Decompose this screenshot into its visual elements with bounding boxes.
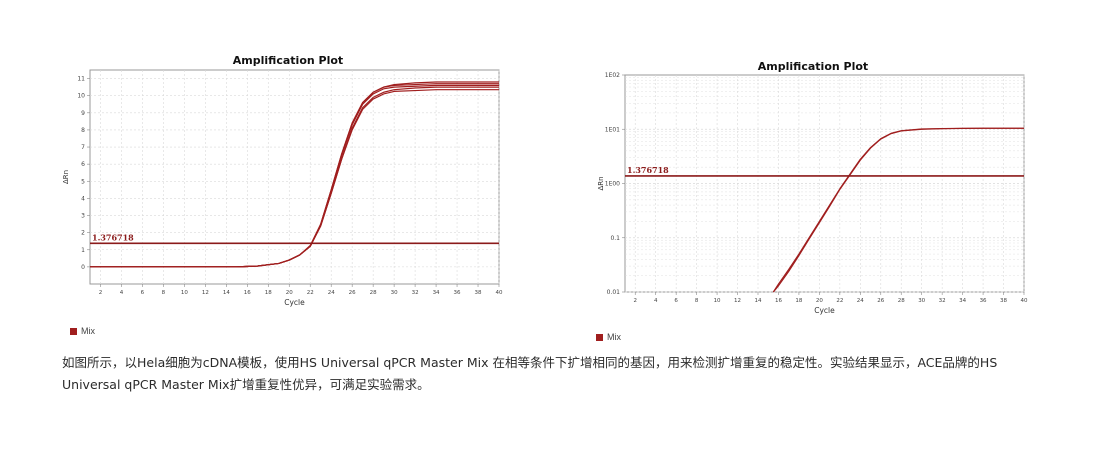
x-tick-label: 18 [795, 298, 802, 304]
plot-area [624, 74, 1025, 293]
x-tick-label: 12 [202, 290, 209, 296]
y-tick-label: 0.01 [607, 289, 621, 296]
y-tick-label: 1E00 [605, 181, 620, 188]
plot-area [89, 69, 500, 285]
y-tick-label: 6 [81, 161, 85, 168]
caption-text: 如图所示，以Hela细胞为cDNA模板，使用HS Universal qPCR … [62, 355, 998, 392]
chart-title: Amplification Plot [232, 54, 344, 67]
amplification-chart-log: Amplification Plot 2 4 6 8 10 12 14 16 18 20 22 24 2… [583, 56, 1043, 320]
chart-svg-log: 2 4 6 8 10 12 14 16 18 20 22 24 26 28 30 32 34 36 38 400.01… [597, 72, 1028, 315]
x-tick-label: 16 [244, 290, 251, 296]
x-tick-label: 26 [877, 298, 884, 304]
x-tick-label: 34 [959, 298, 966, 304]
threshold-label: 1.376718 [92, 232, 134, 242]
x-tick-label: 24 [328, 290, 335, 296]
y-tick-label: 10 [77, 93, 85, 100]
x-tick-label: 28 [898, 298, 905, 304]
amplification-chart-linear: Amplification Plot 2 4 6 8 10 12 14 16 18 20 22 24 2… [58, 48, 518, 318]
x-tick-label: 38 [1000, 298, 1007, 304]
x-tick-label: 2 [633, 298, 637, 304]
x-tick-label: 16 [775, 298, 782, 304]
x-tick-label: 40 [496, 290, 503, 296]
x-tick-label: 34 [433, 290, 440, 296]
y-tick-label: 1 [81, 247, 85, 254]
y-tick-label: 0.1 [610, 235, 620, 242]
legend-swatch [596, 333, 603, 341]
y-tick-label: 7 [81, 144, 85, 151]
x-tick-label: 36 [980, 298, 987, 304]
y-tick-label: 8 [81, 127, 85, 134]
x-tick-label: 12 [734, 298, 741, 304]
x-tick-label: 40 [1021, 298, 1028, 304]
legend: Mix [70, 326, 95, 336]
x-tick-label: 8 [695, 298, 699, 304]
x-tick-label: 30 [391, 290, 398, 296]
x-tick-label: 10 [181, 290, 188, 296]
y-tick-label: 1E02 [605, 72, 620, 79]
y-tick-label: 2 [81, 230, 85, 237]
x-tick-label: 18 [265, 290, 272, 296]
x-tick-label: 6 [674, 298, 678, 304]
x-tick-label: 30 [918, 298, 925, 304]
x-tick-label: 2 [99, 290, 103, 296]
y-tick-label: 3 [81, 213, 85, 220]
x-tick-label: 6 [141, 290, 145, 296]
legend-label: Mix [81, 326, 95, 336]
chart-svg-linear: 2 4 6 8 10 12 14 16 18 20 22 24 26 28 30 32 34 36 38 400123… [62, 69, 503, 307]
x-tick-label: 20 [286, 290, 293, 296]
x-tick-label: 4 [120, 290, 124, 296]
x-tick-label: 10 [714, 298, 721, 304]
x-tick-label: 22 [836, 298, 843, 304]
y-tick-label: 5 [81, 178, 85, 185]
x-tick-label: 8 [162, 290, 166, 296]
x-tick-label: 36 [454, 290, 461, 296]
legend: Mix [596, 332, 621, 342]
threshold-label: 1.376718 [627, 165, 669, 175]
y-axis-label: ΔRn [62, 170, 70, 184]
y-axis-label: ΔRn [597, 176, 605, 190]
x-tick-label: 32 [939, 298, 946, 304]
x-tick-label: 26 [349, 290, 356, 296]
x-tick-label: 22 [307, 290, 314, 296]
x-tick-label: 20 [816, 298, 823, 304]
y-tick-label: 9 [81, 110, 85, 117]
series-line [772, 127, 1024, 293]
x-tick-label: 32 [412, 290, 419, 296]
x-axis-label: Cycle [814, 306, 835, 315]
y-tick-label: 1E01 [605, 126, 620, 133]
legend-label: Mix [607, 332, 621, 342]
series-line [90, 84, 499, 268]
x-tick-label: 4 [654, 298, 658, 304]
x-axis-label: Cycle [284, 298, 305, 307]
y-tick-label: 11 [77, 76, 85, 83]
x-tick-label: 14 [755, 298, 762, 304]
x-tick-label: 28 [370, 290, 377, 296]
y-tick-label: 4 [81, 195, 85, 202]
legend-swatch [70, 327, 77, 335]
x-tick-label: 24 [857, 298, 864, 304]
y-tick-label: 0 [81, 264, 85, 271]
x-tick-label: 38 [475, 290, 482, 296]
x-tick-label: 14 [223, 290, 230, 296]
chart-title: Amplification Plot [757, 60, 869, 73]
